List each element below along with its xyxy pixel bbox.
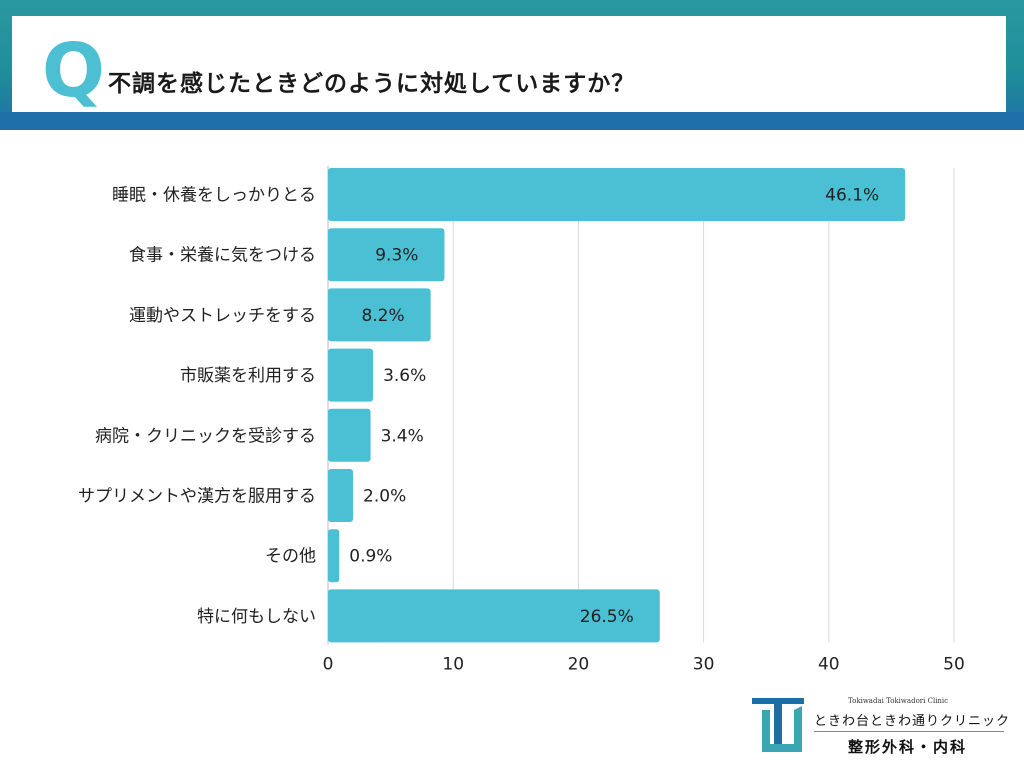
category-label: 市販薬を利用する: [180, 366, 316, 386]
data-label: 2.0%: [363, 487, 406, 507]
clinic-departments: 整形外科・内科: [848, 738, 968, 756]
category-label: 特に何もしない: [197, 607, 316, 627]
header-stripe: [0, 112, 1024, 130]
clinic-name-jp: ときわ台ときわ通りクリニック: [814, 714, 1011, 729]
data-label: 0.9%: [349, 547, 392, 567]
x-tick-label: 20: [568, 654, 590, 674]
header-box: Q 不調を感じたときどのように対処していますか？: [12, 16, 1006, 112]
clinic-name-en: Tokiwadai Tokiwadori Clinic: [848, 697, 949, 705]
category-label: サプリメントや漢方を服用する: [78, 487, 316, 507]
category-label: 睡眠・休養をしっかりとる: [112, 186, 316, 206]
data-label: 3.6%: [383, 366, 426, 386]
bar: [328, 529, 340, 583]
bar: [328, 348, 374, 402]
bar: [328, 589, 660, 643]
x-tick-label: 10: [442, 654, 464, 674]
bar: [328, 288, 431, 342]
clinic-logo-mark-icon: [752, 698, 804, 752]
clinic-logo: Tokiwadai Tokiwadori Clinic ときわ台ときわ通りクリニ…: [748, 696, 1018, 760]
bar: [328, 168, 906, 221]
data-label: 8.2%: [361, 306, 404, 326]
data-label: 26.5%: [580, 607, 634, 627]
data-label: 9.3%: [375, 246, 418, 266]
category-label: 食事・栄養に気をつける: [129, 246, 316, 266]
category-label: その他: [265, 547, 316, 567]
bar: [328, 228, 445, 282]
data-label: 46.1%: [825, 186, 879, 206]
category-label: 運動やストレッチをする: [129, 306, 316, 326]
x-tick-label: 0: [323, 654, 334, 674]
question-title: 不調を感じたときどのように対処していますか？: [108, 71, 636, 97]
category-label: 病院・クリニックを受診する: [95, 426, 316, 446]
x-tick-label: 30: [693, 654, 715, 674]
q-mark: Q: [42, 28, 105, 114]
bar: [328, 408, 371, 462]
data-label: 3.4%: [381, 426, 424, 446]
bar: [328, 469, 354, 522]
logo-divider: [814, 731, 1004, 732]
x-tick-label: 50: [943, 654, 965, 674]
x-tick-label: 40: [818, 654, 840, 674]
